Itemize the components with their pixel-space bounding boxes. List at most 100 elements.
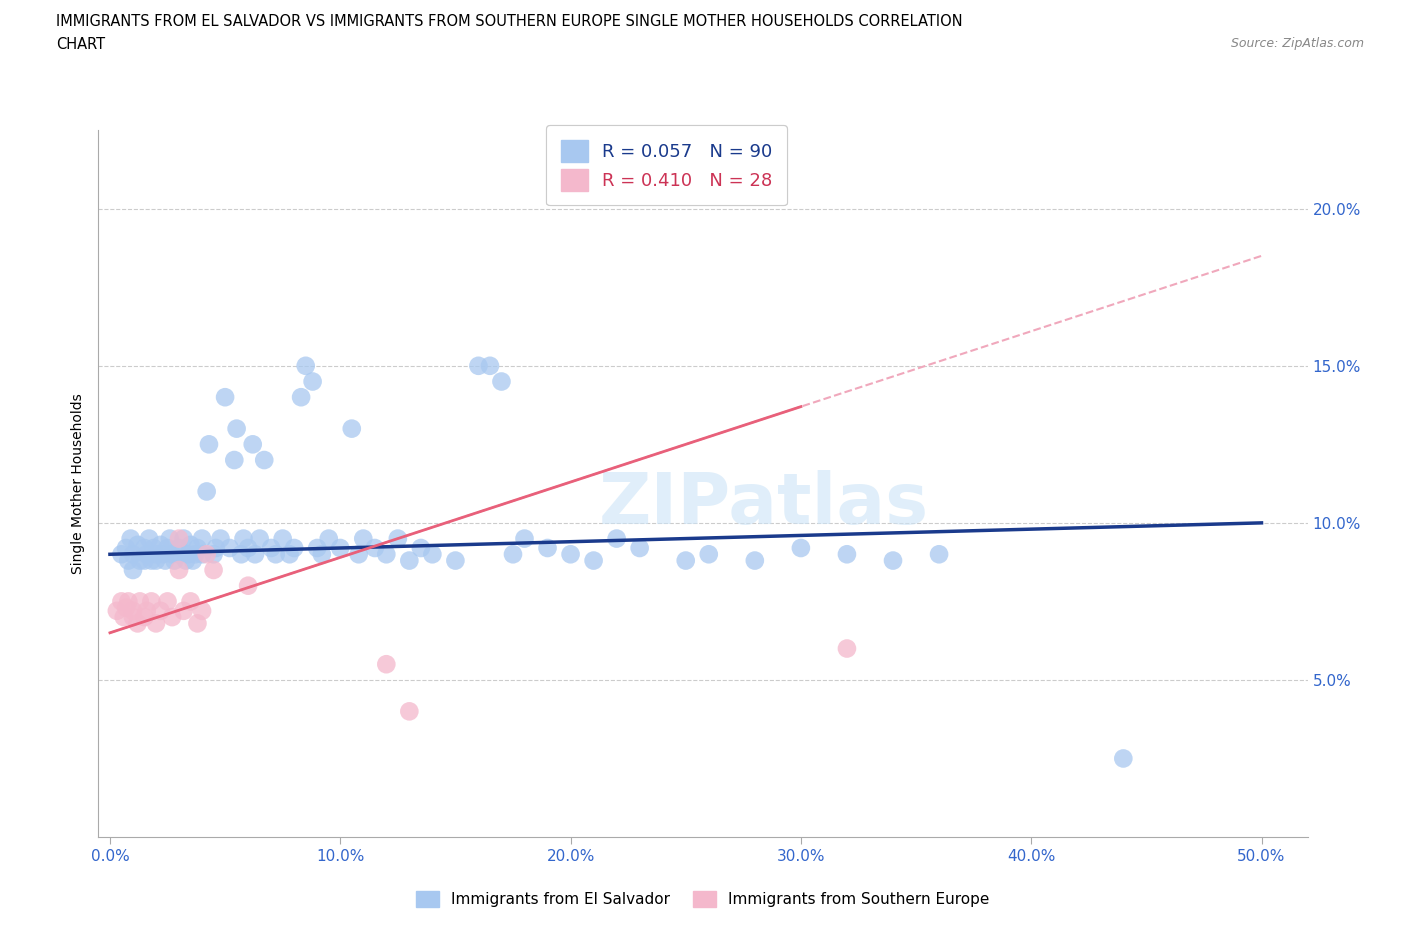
Point [177, 547, 200, 562]
Point [444, 553, 467, 568]
Point [375, 657, 398, 671]
Point [142, 540, 165, 555]
Point [117, 594, 139, 609]
Point [145, 616, 167, 631]
Point [209, 531, 232, 546]
Point [278, 547, 301, 562]
Point [160, 610, 183, 625]
Point [145, 547, 167, 562]
Point [163, 553, 186, 568]
Point [491, 374, 513, 389]
Point [835, 641, 858, 656]
Point [329, 540, 352, 555]
Point [675, 553, 697, 568]
Point [387, 531, 409, 546]
Point [122, 604, 145, 618]
Point [198, 437, 221, 452]
Point [882, 553, 904, 568]
Point [122, 563, 145, 578]
Point [149, 538, 172, 552]
Point [264, 547, 287, 562]
Point [409, 540, 432, 555]
Point [253, 453, 276, 468]
Point [120, 531, 142, 546]
Point [105, 604, 128, 618]
Point [110, 547, 132, 562]
Point [352, 531, 374, 546]
Point [195, 547, 218, 562]
Point [311, 547, 333, 562]
Point [835, 547, 858, 562]
Point [174, 553, 197, 568]
Point [231, 547, 253, 562]
Point [195, 484, 218, 498]
Point [134, 540, 156, 555]
Point [122, 610, 145, 625]
Point [167, 531, 190, 546]
Point [186, 540, 208, 555]
Point [127, 616, 149, 631]
Y-axis label: Single Mother Households: Single Mother Households [72, 393, 86, 574]
Point [398, 704, 420, 719]
Text: CHART: CHART [56, 37, 105, 52]
Point [290, 390, 312, 405]
Point [502, 547, 524, 562]
Point [180, 538, 202, 552]
Point [697, 547, 720, 562]
Point [167, 547, 190, 562]
Point [128, 594, 150, 609]
Point [112, 610, 135, 625]
Point [152, 547, 174, 562]
Point [340, 421, 363, 436]
Point [127, 538, 149, 552]
Point [364, 540, 387, 555]
Point [242, 437, 264, 452]
Point [582, 553, 605, 568]
Point [167, 540, 190, 555]
Point [307, 540, 329, 555]
Point [115, 540, 138, 555]
Point [173, 531, 195, 546]
Point [122, 547, 145, 562]
Point [180, 594, 202, 609]
Text: Source: ZipAtlas.com: Source: ZipAtlas.com [1230, 37, 1364, 50]
Point [744, 553, 766, 568]
Point [173, 604, 195, 618]
Point [1112, 751, 1135, 766]
Point [156, 594, 179, 609]
Point [225, 421, 247, 436]
Point [467, 358, 489, 373]
Point [117, 553, 139, 568]
Point [214, 390, 236, 405]
Point [134, 553, 156, 568]
Point [271, 531, 294, 546]
Text: ZIPatlas: ZIPatlas [599, 471, 928, 539]
Point [191, 547, 214, 562]
Point [202, 547, 225, 562]
Point [115, 600, 138, 615]
Point [536, 540, 558, 555]
Point [156, 540, 179, 555]
Point [375, 547, 398, 562]
Point [283, 540, 305, 555]
Point [347, 547, 370, 562]
Point [513, 531, 536, 546]
Point [149, 604, 172, 618]
Legend: R = 0.057   N = 90, R = 0.410   N = 28: R = 0.057 N = 90, R = 0.410 N = 28 [547, 126, 787, 206]
Point [260, 540, 283, 555]
Point [141, 594, 163, 609]
Point [318, 531, 340, 546]
Point [145, 553, 167, 568]
Point [301, 374, 323, 389]
Point [138, 531, 160, 546]
Point [628, 540, 651, 555]
Point [181, 553, 204, 568]
Point [790, 540, 813, 555]
Point [186, 616, 208, 631]
Point [159, 531, 181, 546]
Point [236, 578, 259, 593]
Point [422, 547, 444, 562]
Point [205, 540, 228, 555]
Point [184, 547, 207, 562]
Point [191, 531, 214, 546]
